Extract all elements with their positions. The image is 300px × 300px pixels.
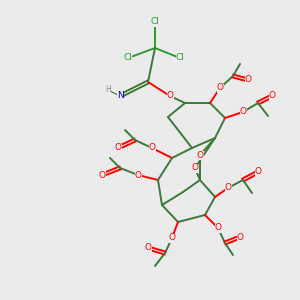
Text: O: O xyxy=(217,83,224,92)
Text: Cl: Cl xyxy=(151,17,159,26)
Text: H: H xyxy=(105,85,111,94)
Text: O: O xyxy=(169,233,176,242)
Text: O: O xyxy=(268,92,275,100)
Text: N: N xyxy=(117,92,123,100)
Text: Cl: Cl xyxy=(124,53,132,62)
Text: Cl: Cl xyxy=(176,53,184,62)
Text: O: O xyxy=(191,164,199,172)
Text: O: O xyxy=(224,184,232,193)
Text: O: O xyxy=(134,170,142,179)
Text: O: O xyxy=(145,244,152,253)
Text: O: O xyxy=(148,143,155,152)
Text: O: O xyxy=(236,232,244,242)
Text: O: O xyxy=(239,107,247,116)
Text: O: O xyxy=(196,151,203,160)
Text: O: O xyxy=(244,76,251,85)
Text: O: O xyxy=(98,170,106,179)
Text: O: O xyxy=(115,143,122,152)
Text: O: O xyxy=(214,224,221,232)
Text: O: O xyxy=(167,92,173,100)
Text: O: O xyxy=(254,167,262,176)
